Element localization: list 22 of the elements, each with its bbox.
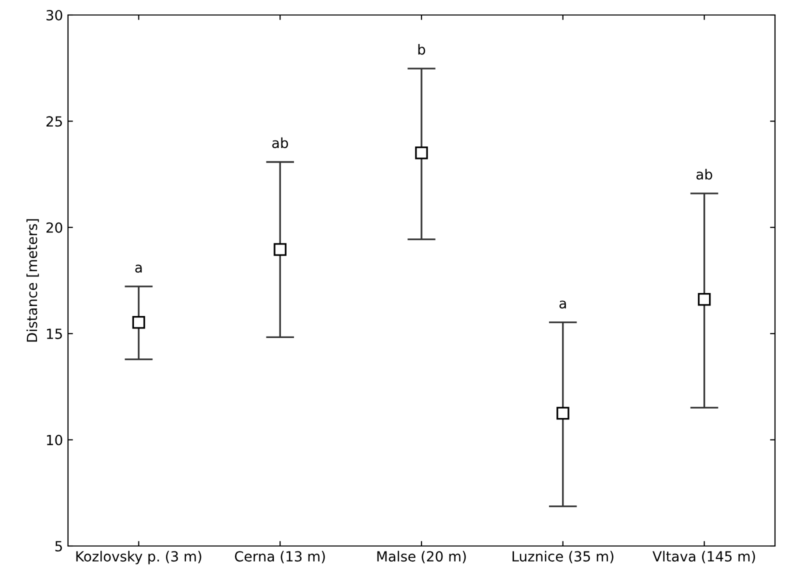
point (556, 406, 570, 420)
point (274, 243, 286, 256)
y-tick-label: 15 (46, 328, 62, 340)
x-tick-label: Luznice (35 m) (512, 550, 614, 564)
annotation: ab (696, 168, 712, 180)
y-tick-label: 5 (55, 541, 62, 552)
annotation: a (135, 264, 142, 273)
x-tick-label: Vltava (145 m) (652, 550, 755, 564)
point (415, 146, 428, 160)
y-axis-title: Distance [meters] (26, 219, 39, 342)
point (698, 293, 711, 306)
annotation: ab (272, 137, 288, 148)
annotation: a (559, 300, 566, 309)
annotation: b (418, 44, 426, 55)
x-tick-label: Kozlovsky p. (3 m) (76, 550, 202, 564)
y-tick-label: 25 (46, 116, 62, 127)
y-tick-label: 20 (46, 222, 62, 233)
x-tick-label: Malse (20 m) (377, 550, 466, 564)
x-tick-label: Cerna (13 m) (234, 550, 325, 564)
point (132, 316, 146, 329)
y-tick-label: 30 (46, 10, 62, 20)
y-tick-label: 10 (46, 434, 62, 446)
